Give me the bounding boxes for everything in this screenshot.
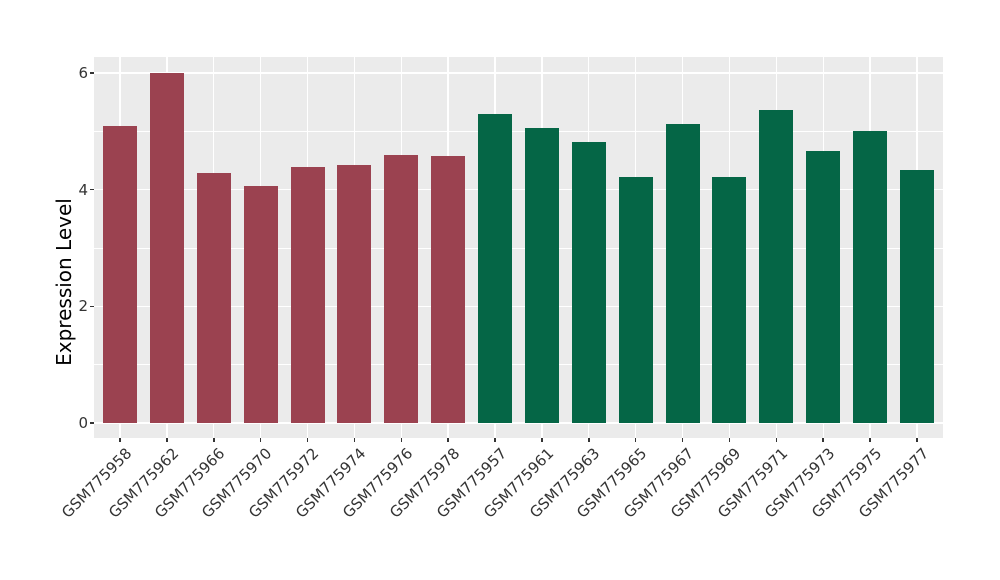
x-tick [681, 438, 684, 442]
x-tick [822, 438, 824, 442]
gridline-major-y [94, 422, 943, 424]
gridline-minor-y [94, 130, 943, 132]
x-tick [306, 438, 309, 442]
bar [337, 165, 372, 423]
y-tick [90, 188, 94, 191]
x-tick [353, 438, 356, 442]
gridline-major-y [94, 305, 943, 308]
y-tick-label: 0 [78, 414, 88, 432]
y-tick-label: 6 [78, 64, 88, 83]
bar [571, 142, 606, 423]
x-tick [400, 438, 403, 442]
bar [384, 155, 419, 423]
gridline-major-y [94, 188, 943, 191]
x-tick [869, 438, 871, 442]
bar [431, 155, 466, 423]
bar [665, 124, 700, 423]
x-tick [541, 438, 543, 442]
y-tick [90, 422, 94, 424]
bar [478, 114, 513, 423]
x-tick [447, 438, 449, 442]
y-tick [90, 72, 94, 74]
y-tick-label: 2 [78, 297, 88, 316]
y-tick [90, 305, 94, 308]
y-axis-title: Expression Level [52, 198, 76, 366]
y-tick-label: 4 [78, 180, 88, 199]
bar [853, 130, 888, 423]
gridline-major-y [94, 72, 943, 74]
bar [149, 73, 184, 423]
x-tick [728, 438, 731, 442]
bar [103, 126, 137, 423]
bar [243, 186, 278, 423]
bar [524, 127, 559, 423]
gridline-minor-y [94, 247, 943, 249]
gridline-minor-y [94, 364, 943, 366]
x-tick [166, 438, 168, 442]
x-tick [634, 438, 637, 442]
x-tick [775, 438, 778, 442]
x-tick [494, 438, 496, 442]
bar [899, 169, 934, 423]
bar [290, 166, 325, 423]
bar [712, 176, 747, 423]
bar [618, 176, 653, 423]
plot-panel [94, 57, 943, 438]
x-tick [588, 438, 590, 442]
x-tick [213, 438, 215, 442]
bar [196, 172, 231, 423]
x-tick [259, 438, 262, 442]
bar [759, 109, 794, 423]
x-tick [916, 438, 918, 442]
bar [806, 151, 841, 423]
x-tick [119, 438, 121, 442]
